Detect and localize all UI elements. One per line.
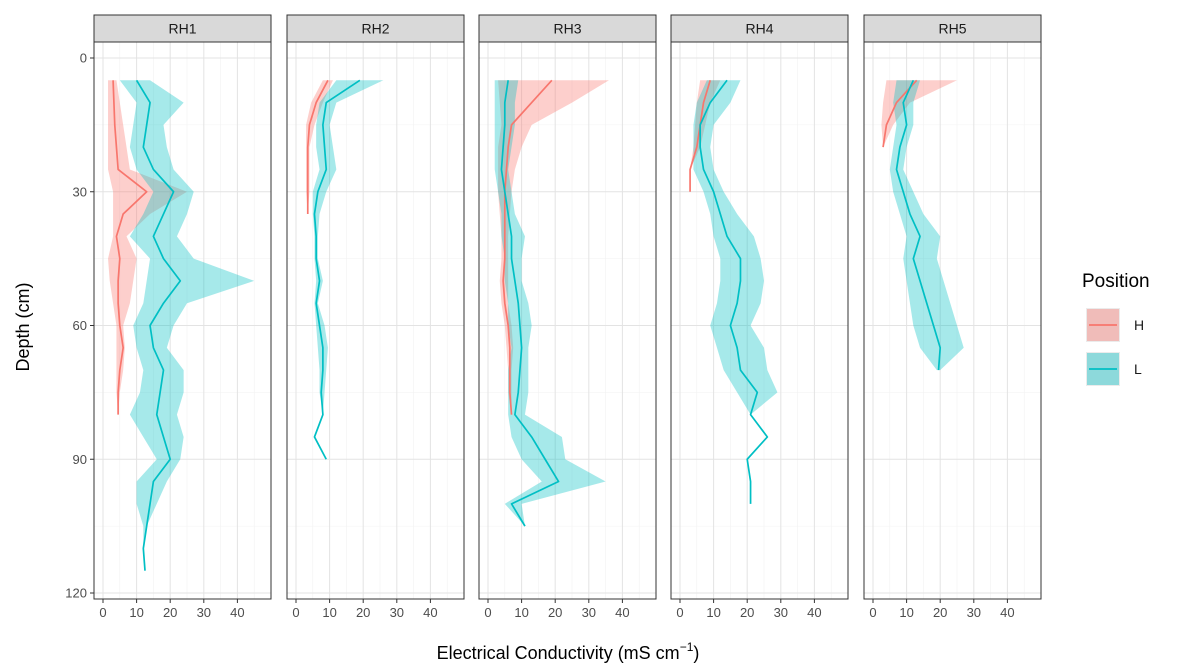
panel-background [864,42,1041,599]
line-l [135,79,182,571]
legend-label-l: L [1134,361,1142,377]
facet-strip [478,14,657,43]
ribbon-l [889,80,964,371]
panel-border [863,41,1042,600]
line-h [689,80,712,192]
y-axis-title: Depth (cm) [13,282,33,371]
facet-strip-label: RH4 [745,21,773,37]
line-h [112,80,148,415]
x-tick-label: 10 [322,605,336,620]
panel-background [287,42,464,599]
line-h [306,79,329,215]
x-tick-label: 10 [514,605,528,620]
y-tick-label: 90 [73,452,87,467]
x-tick-label: 30 [390,605,404,620]
panel-rh2: RH2 0 10 20 30 40 [286,14,465,620]
line-h [882,79,918,148]
x-tick-label: 30 [967,605,981,620]
facet-strip-label: RH5 [938,21,966,37]
facet-strip-label: RH3 [553,21,581,37]
x-tick-label: 0 [292,605,299,620]
panel-background [94,42,271,599]
x-tick-label: 10 [899,605,913,620]
y-tick-label: 0 [80,51,87,66]
ribbon-l [494,80,606,527]
x-tick-label: 20 [933,605,947,620]
panel-rh4: RH4 0 10 20 30 40 [670,14,849,620]
line-l [699,79,769,504]
ribbon-l [312,80,384,460]
x-tick-label: 20 [548,605,562,620]
panel-rh3: RH3 0 10 20 30 40 [478,14,657,620]
panel-rh1: RH1 0 10 20 30 40 [93,14,272,620]
panel-border [670,41,849,600]
x-tick-label: 0 [99,605,106,620]
legend-title: Position [1082,271,1150,292]
panels-layer: 0 30 60 90 120 RH1 0 10 20 30 40 RH2 0 10 20 30 40 RH3 0 10… [65,14,1042,620]
y-tick-label: 120 [65,586,87,601]
ribbon-h [881,80,957,148]
x-tick-label: 0 [484,605,491,620]
x-tick-label: 0 [869,605,876,620]
line-l [500,80,560,527]
panel-border [286,41,465,600]
legend: Position H L [1082,271,1150,386]
x-tick-label: 10 [706,605,720,620]
x-tick-label: 20 [740,605,754,620]
ribbon-h [108,80,187,415]
x-tick-label: 20 [356,605,370,620]
facet-strip [670,14,849,43]
x-tick-label: 0 [676,605,683,620]
facet-strip [93,14,272,43]
ribbon-h [690,80,721,192]
x-tick-label: 10 [129,605,143,620]
x-tick-label: 40 [1000,605,1014,620]
legend-label-h: H [1134,317,1144,333]
y-tick-label: 30 [73,184,87,199]
line-l [313,79,361,460]
x-tick-label: 30 [197,605,211,620]
panel-rh5: RH5 0 10 20 30 40 [863,14,1042,620]
x-axis-title: Electrical Conductivity (mS cm−1) [437,640,700,663]
facet-strip-label: RH2 [361,21,389,37]
y-tick-label: 60 [73,318,87,333]
x-tick-label: 30 [582,605,596,620]
x-tick-label: 40 [423,605,437,620]
panel-background [479,42,656,599]
panel-border [93,41,272,600]
x-tick-label: 40 [230,605,244,620]
facet-strip [863,14,1042,43]
panel-border [478,41,657,600]
x-tick-label: 40 [615,605,629,620]
line-l [895,79,942,371]
x-tick-label: 30 [774,605,788,620]
ribbon-l [119,80,255,571]
facet-strip-label: RH1 [168,21,196,37]
x-tick-label: 40 [807,605,821,620]
line-h [502,79,553,415]
x-tick-label: 20 [163,605,177,620]
